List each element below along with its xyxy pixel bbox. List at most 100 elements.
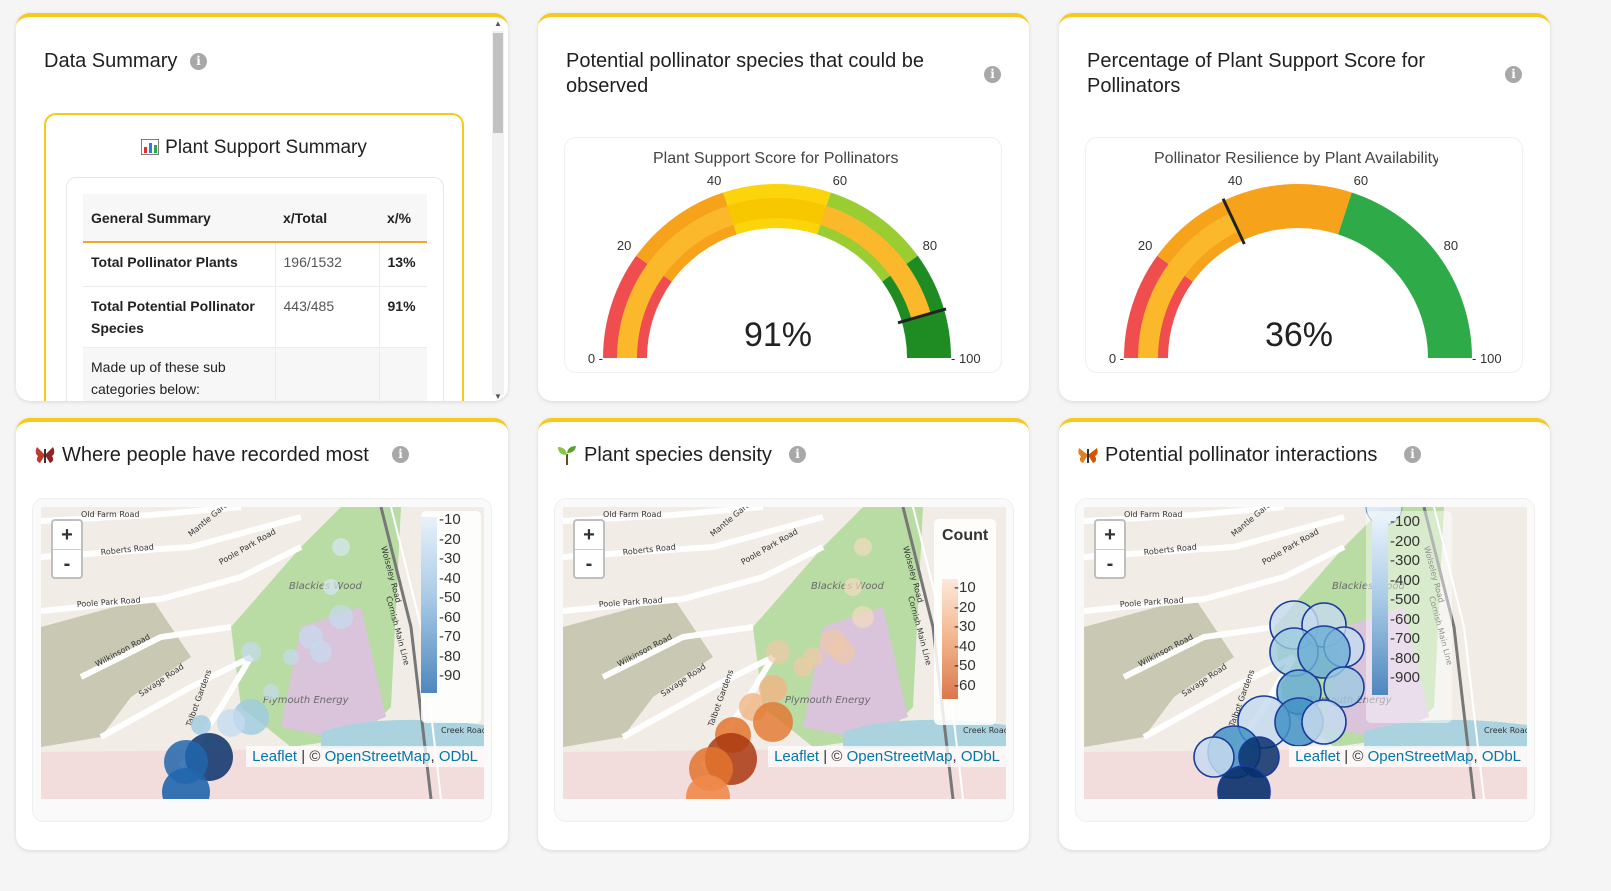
scroll-up-icon[interactable]: ▲ <box>494 19 502 28</box>
data-bubble <box>1217 765 1271 799</box>
odbl-link[interactable]: ODbL <box>960 748 1000 765</box>
zoom-control: + - <box>1094 519 1126 579</box>
zoom-in-button[interactable]: + <box>583 524 595 546</box>
info-icon[interactable]: i <box>1505 66 1522 83</box>
legend-label: -700 <box>1390 630 1421 647</box>
gauge-container: Pollinator Resilience by Plant Availabil… <box>1085 137 1523 373</box>
summary-box-title-text: Plant Support Summary <box>165 137 367 158</box>
leaflet-link[interactable]: Leaflet <box>1295 748 1341 765</box>
legend-label: -20 <box>439 530 461 548</box>
scroll-down-icon[interactable]: ▼ <box>494 392 502 401</box>
map-attribution: Leaflet | © OpenStreetMap, ODbL <box>246 746 484 767</box>
data-bubble <box>793 657 813 677</box>
road-label: Old Farm Road <box>1124 510 1182 519</box>
road <box>1084 514 1345 560</box>
railway <box>901 507 955 799</box>
summary-table-container: General Summary x/Total x/% Total Pollin… <box>66 177 444 401</box>
map-legend: -10 -20 -30 -40 -50 -60 -70 -80 -90 <box>421 511 481 723</box>
legend-label: -10 <box>439 511 461 528</box>
bubble-layer[interactable] <box>1084 507 1527 799</box>
road <box>1122 624 1275 680</box>
openstreetmap-link[interactable]: OpenStreetMap <box>324 748 431 765</box>
data-bubble <box>1297 625 1351 679</box>
leaflet-link[interactable]: Leaflet <box>252 748 298 765</box>
scrollbar[interactable]: ▲ ▼ <box>492 19 504 401</box>
road <box>41 514 302 560</box>
road-label: Old Farm Road <box>81 510 139 519</box>
info-icon[interactable]: i <box>984 66 1001 83</box>
data-bubble <box>310 641 332 663</box>
road-label: Poole Park Road <box>77 596 141 609</box>
tick-label: 0 - <box>588 351 603 366</box>
legend-label: -40 <box>439 569 461 587</box>
legend-label: -300 <box>1390 552 1421 569</box>
gauge-chart: 0 - 20 40 60 80 - 100 <box>1109 173 1502 366</box>
data-bubble <box>332 538 350 556</box>
leaflet-link[interactable]: Leaflet <box>774 748 820 765</box>
info-icon[interactable]: i <box>190 53 207 70</box>
road-label: Creek Road <box>1484 726 1527 735</box>
zoom-in-button[interactable]: + <box>61 524 73 546</box>
zoom-out-button[interactable]: - <box>53 549 81 577</box>
road <box>1084 544 1346 614</box>
zoom-control: + - <box>573 519 605 579</box>
data-bubble <box>766 640 790 664</box>
odbl-link[interactable]: ODbL <box>1481 748 1521 765</box>
data-bubble <box>854 538 872 556</box>
odbl-link[interactable]: ODbL <box>438 748 478 765</box>
legend-label: -40 <box>954 637 976 655</box>
openstreetmap-link[interactable]: OpenStreetMap <box>846 748 953 765</box>
zoom-in-button[interactable]: + <box>1104 524 1116 546</box>
road-label: Creek Road <box>441 726 484 735</box>
legend-label: -400 <box>1390 571 1421 589</box>
legend-color-bar <box>421 517 437 693</box>
gauge-chart: 0 - 20 40 60 80 - 100 <box>588 173 981 366</box>
map-legend: Count -10 -20 -30 -40 -50 -60 <box>934 519 996 725</box>
road-label: Old Farm Road <box>603 510 661 519</box>
row-label: Total Pollinator Plants <box>83 242 275 287</box>
column-header: x/% <box>379 194 427 243</box>
legend-color-bar <box>1372 519 1388 695</box>
legend-label: -800 <box>1390 649 1421 667</box>
row-percent: 13% <box>379 242 427 287</box>
info-icon[interactable]: i <box>789 446 806 463</box>
table-row: Total Pollinator Plants 196/1532 13% <box>83 242 427 287</box>
legend-color-bar <box>942 579 958 699</box>
scrollbar-thumb[interactable] <box>493 33 503 133</box>
gauge-needle <box>1221 198 1246 245</box>
railway <box>1422 507 1476 799</box>
info-icon[interactable]: i <box>392 446 409 463</box>
row-ratio <box>274 347 380 401</box>
zoom-out-button[interactable]: - <box>1096 549 1124 577</box>
plant-support-gauge-card: Percentage of Plant Support Score for Po… <box>1059 13 1550 401</box>
map-attribution: Leaflet | © OpenStreetMap, ODbL <box>768 746 1006 767</box>
industrial-area <box>563 597 713 747</box>
industrial-area <box>41 597 191 747</box>
gauge-value: 91% <box>743 316 813 354</box>
bubble-layer[interactable] <box>563 507 1006 799</box>
gauge-needle <box>897 307 947 325</box>
row-label: Total Potential Pollinator Species <box>83 286 275 348</box>
info-icon[interactable]: i <box>1404 446 1421 463</box>
gauge-band <box>1157 184 1352 282</box>
bubble-layer[interactable] <box>41 507 484 799</box>
place-label: Plymouth Energy <box>785 695 872 706</box>
legend-label: -600 <box>1390 610 1421 628</box>
attribution-comma: , <box>430 748 439 765</box>
legend-title: Count <box>942 527 989 544</box>
tick-label: 20 <box>1138 238 1152 253</box>
road <box>563 544 825 614</box>
plant-density-map-card: Plant species density i Old Farm Road Rob… <box>538 418 1029 850</box>
data-bubble <box>263 684 279 700</box>
data-summary-card: Data Summary i ▲ ▼ Plant Support Summary… <box>16 13 508 401</box>
butterfly-icon <box>35 447 55 463</box>
tick-label: 0 - <box>1109 351 1124 366</box>
zoom-out-button[interactable]: - <box>575 549 603 577</box>
openstreetmap-link[interactable]: OpenStreetMap <box>1367 748 1474 765</box>
data-bubble <box>283 649 299 665</box>
card-title: Percentage of Plant Support Score for Po… <box>1087 50 1425 97</box>
data-bubble <box>852 606 874 628</box>
